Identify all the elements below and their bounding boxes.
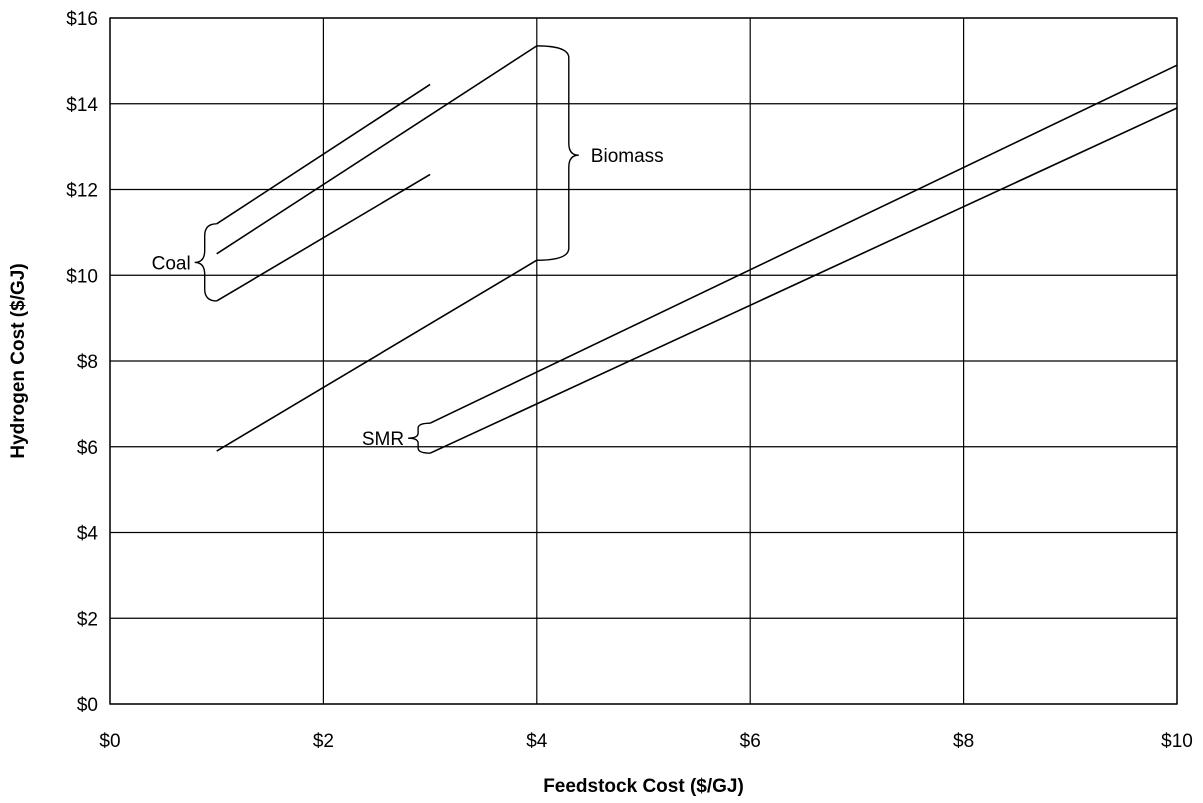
series-line-3 — [216, 173, 431, 302]
x-tick-label: $4 — [526, 731, 548, 752]
y-axis-title: Hydrogen Cost ($/GJ) — [8, 263, 29, 458]
y-tick-label: $8 — [77, 352, 98, 373]
smr-brace — [408, 422, 431, 454]
series-line-5 — [429, 64, 1178, 424]
series-lines — [216, 45, 1178, 454]
x-tick-label: $6 — [740, 731, 761, 752]
y-tick-label: $12 — [66, 181, 98, 202]
series-line-4 — [216, 259, 538, 452]
biomass-brace — [536, 45, 579, 261]
y-tick-label: $0 — [77, 695, 98, 716]
x-tick-label: $10 — [1161, 731, 1193, 752]
x-axis-title: Feedstock Cost ($/GJ) — [543, 776, 744, 797]
y-tick-label: $6 — [77, 438, 98, 459]
series-line-6 — [429, 107, 1178, 454]
smr-label: SMR — [362, 429, 404, 450]
biomass-label: Biomass — [591, 146, 664, 167]
coal-brace — [194, 223, 217, 302]
y-tick-label: $4 — [77, 524, 99, 545]
x-tick-label: $2 — [313, 731, 334, 752]
series-line-2 — [216, 45, 538, 255]
x-tick-label: $8 — [953, 731, 974, 752]
x-tick-label: $0 — [99, 731, 120, 752]
series-line-1 — [216, 83, 431, 225]
y-tick-label: $14 — [66, 95, 98, 116]
y-tick-label: $2 — [77, 609, 98, 630]
tick-labels: $0 $2 $4 $6 $8 $10 $12 $14 $16 $0 $2 $4 $6 $8 $10 — [66, 9, 1193, 752]
y-tick-label: $10 — [66, 266, 98, 287]
coal-label: Coal — [152, 253, 191, 274]
y-tick-label: $16 — [66, 9, 98, 30]
grid-lines — [109, 17, 1178, 705]
annotations: Coal Biomass SMR — [152, 45, 664, 454]
plot-frame — [109, 17, 1178, 705]
